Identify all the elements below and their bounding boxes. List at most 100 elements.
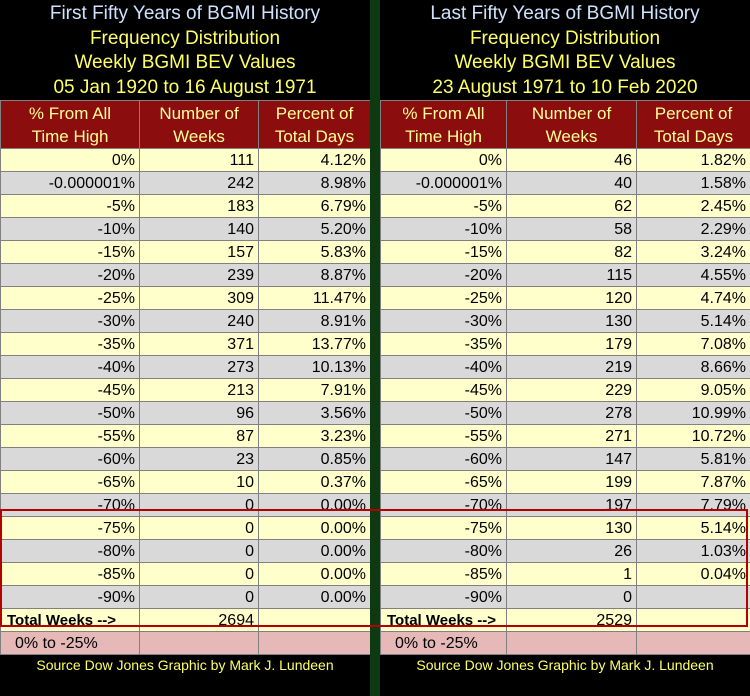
- total-value: 2529: [506, 608, 637, 632]
- table-row: -30% 240 8.91%: [0, 309, 371, 333]
- header-percent-of-total-line: Percent of: [275, 103, 354, 123]
- percent-total-cell: 10.72%: [636, 424, 750, 448]
- header-pct-from-high-line: % From All: [28, 103, 112, 123]
- header-pct-from-high: % From All Time High: [380, 100, 507, 149]
- table-row: -70% 0 0.00%: [0, 493, 371, 517]
- total-row: Total Weeks --> 2694: [0, 608, 371, 632]
- table-row: -25% 120 4.74%: [380, 286, 750, 310]
- pct-from-high-cell: -80%: [380, 539, 507, 563]
- percent-total-cell: 7.91%: [258, 378, 371, 402]
- weeks-count-cell: 140: [139, 217, 259, 241]
- percent-total-cell: 7.87%: [636, 470, 750, 494]
- weeks-count-cell: 197: [506, 493, 637, 517]
- weeks-count-cell: 130: [506, 516, 637, 540]
- table-row: -75% 130 5.14%: [380, 516, 750, 540]
- weeks-count-cell: 120: [506, 286, 637, 310]
- weeks-count-cell: 157: [139, 240, 259, 264]
- percent-total-cell: 4.55%: [636, 263, 750, 287]
- table-row: -60% 23 0.85%: [0, 447, 371, 471]
- table-row: -45% 213 7.91%: [0, 378, 371, 402]
- table-row: -30% 130 5.14%: [380, 309, 750, 333]
- pct-from-high-cell: -70%: [0, 493, 140, 517]
- left-source-note: Source Dow Jones Graphic by Mark J. Lund…: [36, 657, 334, 673]
- pct-from-high-cell: -40%: [380, 355, 507, 379]
- table-row: -70% 197 7.79%: [380, 493, 750, 517]
- weeks-count-cell: 183: [139, 194, 259, 218]
- total-row: Total Weeks --> 2529: [380, 608, 750, 632]
- total-empty: [636, 608, 750, 632]
- weeks-count-cell: 1: [506, 562, 637, 586]
- pct-from-high-cell: -60%: [380, 447, 507, 471]
- weeks-count-cell: 87: [139, 424, 259, 448]
- percent-total-cell: 9.05%: [636, 378, 750, 402]
- percent-total-cell: 3.24%: [636, 240, 750, 264]
- pct-from-high-cell: -50%: [0, 401, 140, 425]
- percent-total-cell: 8.98%: [258, 171, 371, 195]
- pct-from-high-cell: -20%: [380, 263, 507, 287]
- percent-total-cell: 8.66%: [636, 355, 750, 379]
- percent-total-cell: 3.56%: [258, 401, 371, 425]
- right-subtitle-2: Weekly BGMI BEV Values: [454, 52, 676, 73]
- header-pct-from-high: % From All Time High: [0, 100, 140, 149]
- weeks-count-cell: 111: [139, 148, 259, 172]
- left-subtitle-1: Frequency Distribution: [89, 27, 281, 49]
- header-number-of-weeks: Number of Weeks: [506, 100, 637, 149]
- weeks-count-cell: 0: [139, 539, 259, 563]
- pct-from-high-cell: -55%: [380, 424, 507, 448]
- percent-total-cell: 5.83%: [258, 240, 371, 264]
- table-row: -0.000001% 40 1.58%: [380, 171, 750, 195]
- percent-total-cell: 0.04%: [636, 562, 750, 586]
- table-row: -85% 0 0.00%: [0, 562, 371, 586]
- percent-total-cell: 5.14%: [636, 516, 750, 540]
- percent-total-cell: [636, 585, 750, 609]
- header-number-of-weeks-line: Number of: [531, 103, 612, 123]
- total-empty: [258, 608, 371, 632]
- header-number-of-weeks-line: Number of: [159, 103, 239, 123]
- percent-total-cell: 5.81%: [636, 447, 750, 471]
- table-row: -65% 199 7.87%: [380, 470, 750, 494]
- pct-from-high-cell: -10%: [0, 217, 140, 241]
- percent-total-cell: 1.58%: [636, 171, 750, 195]
- pct-from-high-cell: -25%: [380, 286, 507, 310]
- table-row: -55% 87 3.23%: [0, 424, 371, 448]
- pct-from-high-cell: -85%: [0, 562, 140, 586]
- weeks-count-cell: 147: [506, 447, 637, 471]
- total-label: Total Weeks -->: [0, 608, 140, 632]
- table-row: -10% 58 2.29%: [380, 217, 750, 241]
- weeks-count-cell: 0: [139, 585, 259, 609]
- header-pct-from-high-line: Time High: [405, 126, 482, 146]
- percent-total-cell: 10.99%: [636, 401, 750, 425]
- range-label: 0% to -25%: [0, 631, 140, 655]
- percent-total-cell: 13.77%: [258, 332, 371, 356]
- pct-from-high-cell: -5%: [0, 194, 140, 218]
- range-value: [506, 631, 637, 655]
- left-subtitle-2: Weekly BGMI BEV Values: [74, 52, 296, 73]
- percent-total-cell: 8.87%: [258, 263, 371, 287]
- pct-from-high-cell: -15%: [0, 240, 140, 264]
- pct-from-high-cell: -85%: [380, 562, 507, 586]
- table-row: -20% 115 4.55%: [380, 263, 750, 287]
- table-row: -75% 0 0.00%: [0, 516, 371, 540]
- pct-from-high-cell: -75%: [380, 516, 507, 540]
- weeks-count-cell: 0: [139, 562, 259, 586]
- range-percent: [258, 631, 371, 655]
- pct-from-high-cell: -40%: [0, 355, 140, 379]
- table-row: -85% 1 0.04%: [380, 562, 750, 586]
- table-row: -0.000001% 242 8.98%: [0, 171, 371, 195]
- weeks-count-cell: 239: [139, 263, 259, 287]
- table-row: -25% 309 11.47%: [0, 286, 371, 310]
- pct-from-high-cell: -15%: [380, 240, 507, 264]
- table-row: -35% 371 13.77%: [0, 332, 371, 356]
- table-row: -35% 179 7.08%: [380, 332, 750, 356]
- table-row: -90% 0 0.00%: [0, 585, 371, 609]
- weeks-count-cell: 0: [139, 516, 259, 540]
- weeks-count-cell: 278: [506, 401, 637, 425]
- header-percent-of-total-line: Percent of: [654, 103, 733, 123]
- pct-from-high-cell: -30%: [380, 309, 507, 333]
- weeks-count-cell: 115: [506, 263, 637, 287]
- weeks-count-cell: 23: [139, 447, 259, 471]
- percent-total-cell: 4.12%: [258, 148, 371, 172]
- range-percent: [636, 631, 750, 655]
- table-row: -50% 96 3.56%: [0, 401, 371, 425]
- table-row: 0% 111 4.12%: [0, 148, 371, 172]
